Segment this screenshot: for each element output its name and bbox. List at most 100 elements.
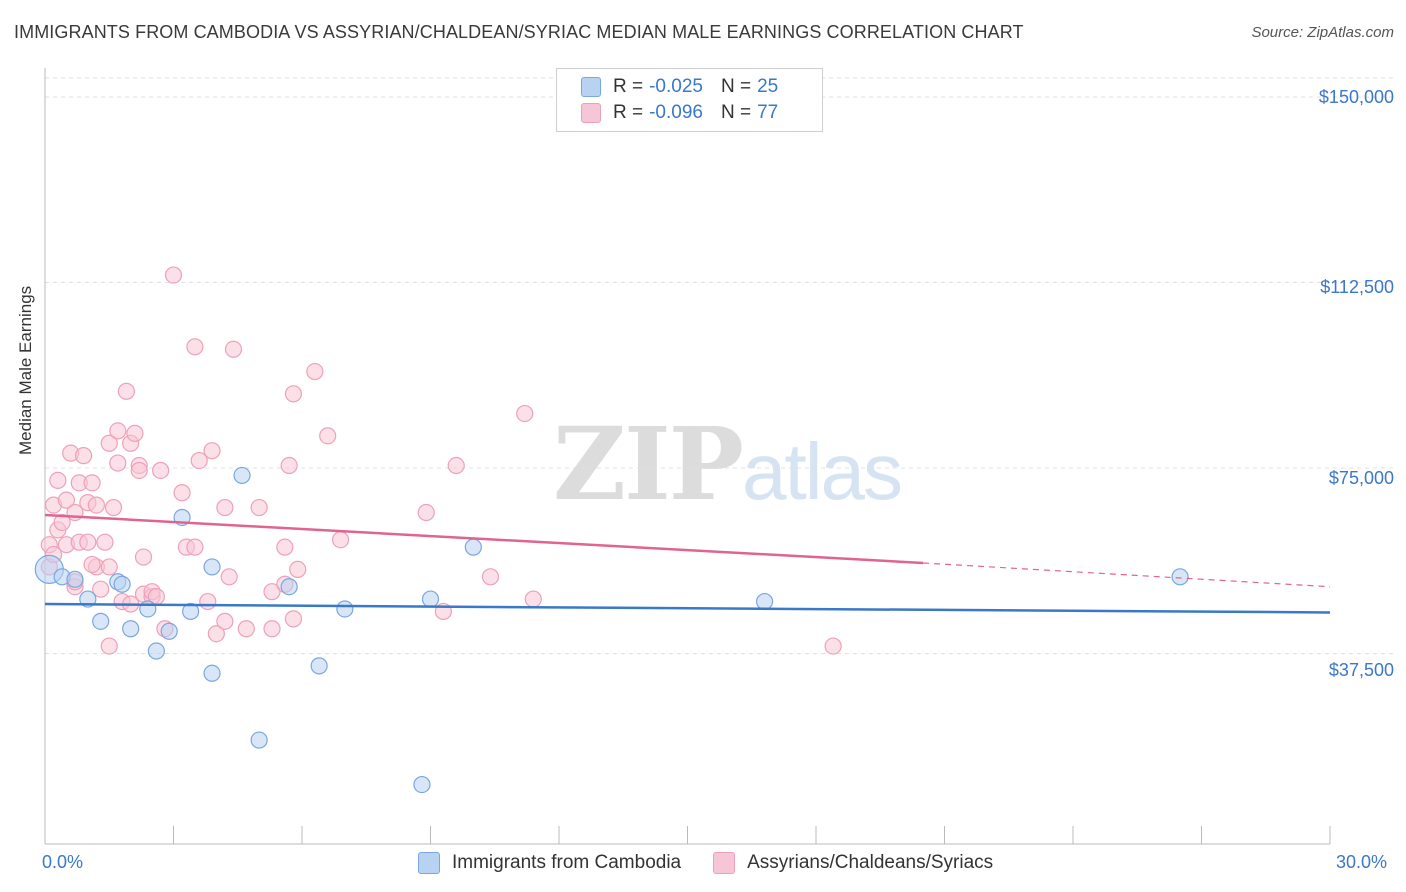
data-point-assyrian (250, 498, 268, 517)
data-point-cambodia (310, 657, 328, 675)
data-point-assyrian (199, 592, 217, 611)
data-point-assyrian (130, 461, 148, 480)
series-swatch-pink (713, 852, 736, 874)
data-point-assyrian (74, 447, 93, 465)
data-point-assyrian (203, 442, 221, 460)
data-point-cambodia (250, 731, 268, 749)
data-point-cambodia (182, 602, 200, 621)
data-point-assyrian (109, 422, 127, 440)
data-point-assyrian (284, 610, 303, 628)
legend-r-value: -0.025 (649, 76, 703, 97)
legend-r-label: R = (613, 76, 644, 97)
data-point-cambodia (233, 466, 251, 485)
data-point-assyrian (190, 451, 208, 470)
watermark-atlas: atlas (741, 427, 903, 516)
y-axis-label: Median Male Earnings (16, 285, 35, 455)
series-legend-item-assyrian[interactable]: Assyrians/Chaldeans/Syriacs (713, 852, 993, 874)
data-point-assyrian (237, 620, 255, 638)
data-point-assyrian (280, 456, 298, 475)
data-point-cambodia (122, 620, 140, 638)
data-point-cambodia (336, 600, 354, 618)
source-label: Source: ZipAtlas.com (1251, 24, 1394, 41)
data-point-assyrian (87, 496, 106, 514)
trend-line-assyrian (44, 513, 924, 565)
legend-n-label: N = (720, 76, 752, 97)
data-point-assyrian (276, 538, 294, 556)
data-point-cambodia (160, 622, 178, 640)
data-point-cambodia (1171, 568, 1189, 586)
data-point-assyrian (220, 568, 238, 586)
series-legend: Immigrants from Cambodia Assyrians/Chald… (418, 852, 1025, 874)
trend-line-assyrian-extrapolated (923, 562, 1331, 588)
data-point-cambodia (421, 590, 440, 608)
y-tick-label-150000: $150,000 (1318, 87, 1394, 107)
legend-swatch-blue (581, 77, 601, 97)
data-point-assyrian (79, 533, 97, 551)
x-tick-label-min: 0.0% (42, 852, 84, 872)
data-point-assyrian (134, 548, 153, 566)
data-point-assyrian (224, 340, 243, 358)
data-point-cambodia (755, 592, 774, 611)
data-point-cambodia (66, 570, 84, 588)
data-point-assyrian (263, 583, 281, 601)
legend-swatch-pink (581, 103, 601, 123)
data-point-cambodia (203, 664, 221, 682)
data-point-assyrian (417, 503, 435, 522)
watermark-zip: ZIP (553, 405, 744, 523)
data-point-cambodia (92, 612, 110, 630)
data-point-cambodia (464, 538, 482, 556)
data-point-assyrian (49, 471, 67, 489)
data-point-assyrian (284, 385, 303, 403)
legend-n-value: 77 (757, 102, 779, 123)
legend-r-value: -0.096 (649, 102, 703, 123)
y-tick-label-75000: $75,000 (1328, 468, 1394, 488)
data-point-assyrian (92, 580, 110, 598)
data-point-assyrian (57, 491, 76, 509)
legend-row-assyrian: R = -0.096 N = 77 (581, 101, 778, 125)
x-tick-label-max: 30.0% (1336, 852, 1388, 872)
legend-n-label: N = (720, 102, 752, 123)
chart-title: IMMIGRANTS FROM CAMBODIA VS ASSYRIAN/CHA… (14, 22, 1024, 42)
series-legend-item-cambodia[interactable]: Immigrants from Cambodia (418, 852, 681, 874)
data-point-assyrian (306, 362, 324, 381)
data-point-assyrian (152, 461, 170, 480)
data-point-assyrian (447, 456, 465, 475)
data-point-assyrian (104, 498, 123, 517)
legend-n-value: 25 (757, 76, 779, 97)
data-point-assyrian (331, 531, 350, 549)
data-point-assyrian (207, 625, 225, 643)
watermark: ZIPatlas (553, 405, 903, 523)
data-point-cambodia (139, 600, 157, 618)
series-legend-label: Assyrians/Chaldeans/Syriacs (747, 852, 994, 873)
legend-row-cambodia: R = -0.025 N = 25 (581, 75, 778, 99)
data-point-assyrian (100, 558, 118, 576)
y-tick-label-37500: $37,500 (1328, 660, 1394, 680)
data-point-assyrian (216, 498, 234, 517)
data-point-assyrian (216, 612, 234, 630)
data-point-assyrian (186, 338, 204, 356)
data-point-cambodia (280, 578, 298, 596)
correlation-legend: R = -0.025 N = 25 R = -0.096 N = 77 (556, 68, 823, 132)
data-point-assyrian (524, 590, 542, 608)
data-point-assyrian (100, 434, 118, 452)
data-point-assyrian (516, 404, 534, 423)
data-point-cambodia (203, 558, 221, 576)
data-point-assyrian (824, 637, 842, 655)
data-point-assyrian (117, 382, 135, 400)
data-point-assyrian (100, 637, 118, 655)
data-point-assyrian (109, 454, 127, 472)
data-point-assyrian (164, 266, 183, 284)
data-point-assyrian (96, 533, 114, 551)
data-point-assyrian (319, 427, 337, 445)
data-point-assyrian (126, 424, 144, 442)
data-point-cambodia (147, 642, 165, 660)
data-point-assyrian (481, 568, 500, 586)
trend-line-cambodia (44, 602, 1331, 614)
data-point-assyrian (83, 555, 101, 574)
legend-r-label: R = (613, 102, 644, 123)
data-point-assyrian (263, 620, 281, 638)
data-point-cambodia (413, 775, 431, 794)
data-point-assyrian (53, 513, 71, 532)
data-point-assyrian (83, 474, 101, 492)
